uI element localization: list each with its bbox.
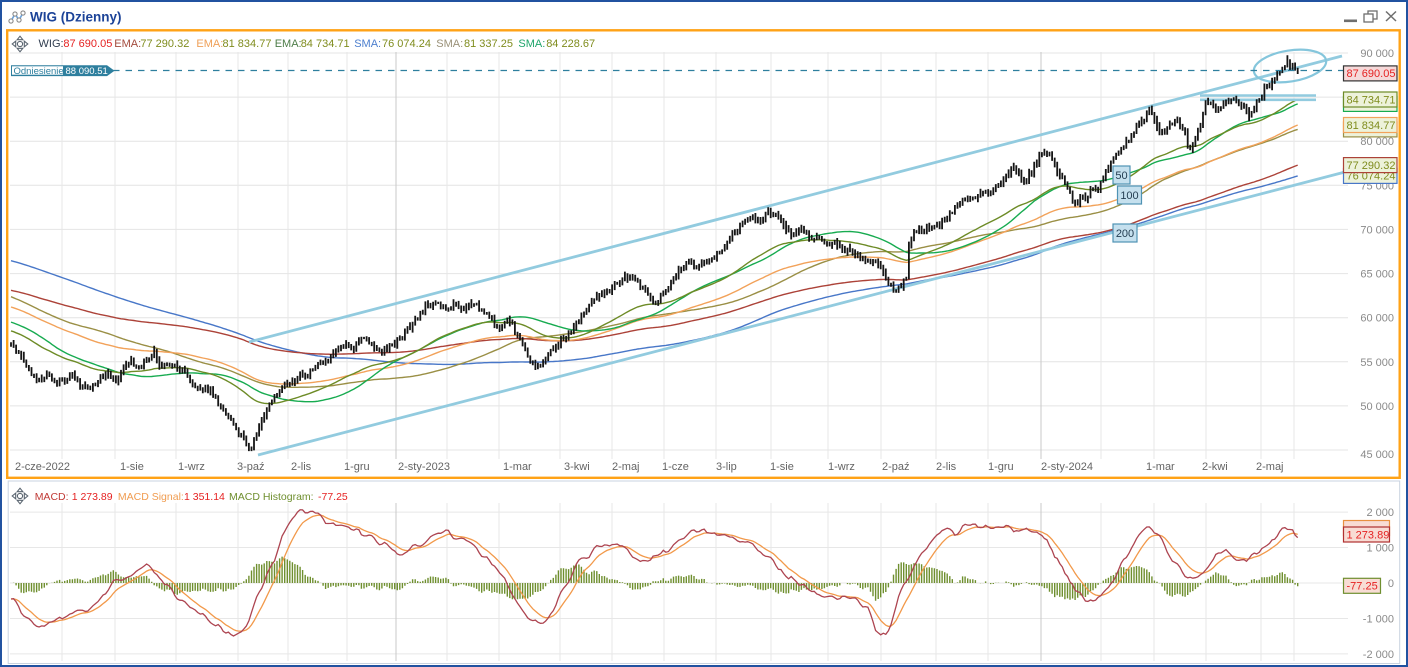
svg-text:-77.25: -77.25 xyxy=(1347,581,1378,593)
svg-text:84 734.71: 84 734.71 xyxy=(1347,94,1396,106)
svg-text:70 000: 70 000 xyxy=(1360,224,1394,236)
svg-text:76 074.24: 76 074.24 xyxy=(1347,171,1396,183)
svg-text:60 000: 60 000 xyxy=(1360,313,1394,325)
svg-text:3-kwi: 3-kwi xyxy=(564,461,590,473)
svg-text:1-mar: 1-mar xyxy=(503,461,532,473)
svg-text:77 290.32: 77 290.32 xyxy=(1347,160,1396,172)
svg-text:45 000: 45 000 xyxy=(1360,449,1394,461)
svg-text:1-gru: 1-gru xyxy=(344,461,370,473)
svg-text:1-sie: 1-sie xyxy=(120,461,144,473)
svg-text:50 000: 50 000 xyxy=(1360,401,1394,413)
svg-text:2-cze-2022: 2-cze-2022 xyxy=(15,461,70,473)
svg-text:1-cze: 1-cze xyxy=(662,461,689,473)
svg-text:2-maj: 2-maj xyxy=(612,461,640,473)
svg-text:1-wrz: 1-wrz xyxy=(178,461,205,473)
svg-text:2-paź: 2-paź xyxy=(882,461,910,473)
svg-text:1 000: 1 000 xyxy=(1366,543,1394,555)
svg-text:1-sie: 1-sie xyxy=(770,461,794,473)
svg-text:3-paź: 3-paź xyxy=(237,461,265,473)
svg-text:2-lis: 2-lis xyxy=(936,461,957,473)
svg-text:1 273.89: 1 273.89 xyxy=(1347,529,1390,541)
svg-text:88 090.51: 88 090.51 xyxy=(66,66,108,77)
svg-text:2-sty-2023: 2-sty-2023 xyxy=(398,461,450,473)
svg-text:3-lip: 3-lip xyxy=(716,461,737,473)
svg-text:65 000: 65 000 xyxy=(1360,269,1394,281)
svg-text:-2 000: -2 000 xyxy=(1363,649,1394,661)
svg-text:2-lis: 2-lis xyxy=(291,461,312,473)
svg-text:Odniesienie: Odniesienie xyxy=(14,66,64,77)
svg-text:55 000: 55 000 xyxy=(1360,357,1394,369)
svg-text:2-kwi: 2-kwi xyxy=(1202,461,1228,473)
svg-text:1-mar: 1-mar xyxy=(1146,461,1175,473)
svg-text:2 000: 2 000 xyxy=(1366,507,1394,519)
svg-text:200: 200 xyxy=(1116,228,1134,240)
svg-text:-1 000: -1 000 xyxy=(1363,614,1394,626)
svg-text:1-wrz: 1-wrz xyxy=(828,461,855,473)
svg-text:2-sty-2024: 2-sty-2024 xyxy=(1041,461,1093,473)
svg-text:0: 0 xyxy=(1388,578,1394,590)
svg-text:87 690.05: 87 690.05 xyxy=(1347,68,1396,80)
svg-text:50: 50 xyxy=(1115,170,1127,182)
svg-text:WIG (Dzienny): WIG (Dzienny) xyxy=(30,10,122,25)
svg-text:90 000: 90 000 xyxy=(1360,48,1394,60)
svg-text:80 000: 80 000 xyxy=(1360,136,1394,148)
svg-text:1-gru: 1-gru xyxy=(988,461,1014,473)
svg-text:100: 100 xyxy=(1120,190,1138,202)
svg-text:2-maj: 2-maj xyxy=(1256,461,1284,473)
svg-text:81 834.77: 81 834.77 xyxy=(1347,120,1396,132)
